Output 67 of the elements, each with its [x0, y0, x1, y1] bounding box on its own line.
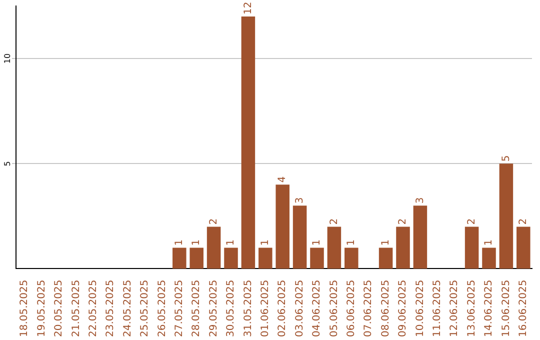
x-tick-label: 03.06.2025: [294, 280, 306, 338]
bar: [224, 248, 238, 269]
x-tick-label: 14.06.2025: [484, 280, 495, 338]
bar: [378, 248, 393, 269]
x-tick-label: 22.05.2025: [88, 280, 99, 338]
x-tick-label: 30.05.2025: [226, 280, 237, 338]
data-label: 12: [242, 2, 254, 15]
x-tick-label: 10.06.2025: [414, 280, 426, 338]
x-tick-label: 23.05.2025: [105, 280, 116, 338]
x-tick-label: 04.06.2025: [312, 280, 323, 338]
x-tick-label: 15.06.2025: [500, 280, 512, 338]
x-tick-label: 01.06.2025: [260, 280, 271, 338]
x-tick-label: 20.05.2025: [54, 280, 65, 338]
x-tick-label: 06.06.2025: [346, 280, 357, 338]
x-tick-label: 08.06.2025: [380, 280, 392, 338]
data-label: 2: [208, 218, 220, 225]
bar: [516, 226, 530, 269]
data-label: 5: [500, 155, 512, 162]
data-label: 3: [414, 197, 426, 204]
bar: [206, 226, 221, 269]
x-tick-label: 24.05.2025: [122, 280, 134, 338]
x-tick-label: 02.06.2025: [277, 280, 288, 338]
data-label: 1: [260, 239, 271, 246]
data-label: 1: [380, 239, 392, 246]
data-label: 2: [328, 218, 340, 225]
x-tick-label: 07.06.2025: [363, 280, 374, 338]
x-tick-label: 13.06.2025: [466, 280, 478, 338]
data-label: 4: [277, 176, 288, 183]
data-label: 1: [226, 239, 237, 246]
x-tick-label: 05.06.2025: [328, 280, 340, 338]
bar: [241, 16, 256, 269]
y-tick-label: 10: [3, 53, 12, 64]
data-label: 2: [398, 218, 409, 225]
data-label: 3: [294, 197, 306, 204]
bar: [327, 226, 342, 269]
bar: [190, 248, 204, 269]
x-tick-label: 16.06.2025: [518, 280, 529, 338]
x-tick-label: 11.06.2025: [432, 280, 443, 338]
bar: [344, 248, 358, 269]
bar: [464, 226, 479, 269]
bar: [396, 226, 410, 269]
x-tick-label: 18.05.2025: [19, 280, 30, 338]
x-tick-label: 28.05.2025: [191, 280, 202, 338]
bar: [292, 206, 307, 269]
x-tick-label: 12.06.2025: [449, 280, 460, 338]
x-tick-label: 27.05.2025: [174, 280, 185, 338]
bar: [310, 248, 324, 269]
data-label: 1: [312, 239, 323, 246]
x-tick-label: 26.05.2025: [156, 280, 168, 338]
data-label: 1: [484, 239, 495, 246]
bar: [258, 248, 272, 269]
x-tick-label: 09.06.2025: [398, 280, 409, 338]
data-label: 1: [174, 239, 185, 246]
data-label: 2: [466, 218, 478, 225]
x-tick-label: 29.05.2025: [208, 280, 220, 338]
x-tick-label: 25.05.2025: [140, 280, 151, 338]
bar: [172, 248, 186, 269]
bar: [413, 206, 428, 269]
data-label: 1: [346, 239, 357, 246]
bar: [499, 164, 514, 269]
bar: [482, 248, 496, 269]
x-tick-label: 31.05.2025: [242, 280, 254, 338]
x-tick-label: 19.05.2025: [36, 280, 48, 338]
data-label: 2: [518, 218, 529, 225]
data-label: 1: [191, 239, 202, 246]
bar: [276, 184, 290, 269]
x-tick-label: 21.05.2025: [70, 280, 82, 338]
